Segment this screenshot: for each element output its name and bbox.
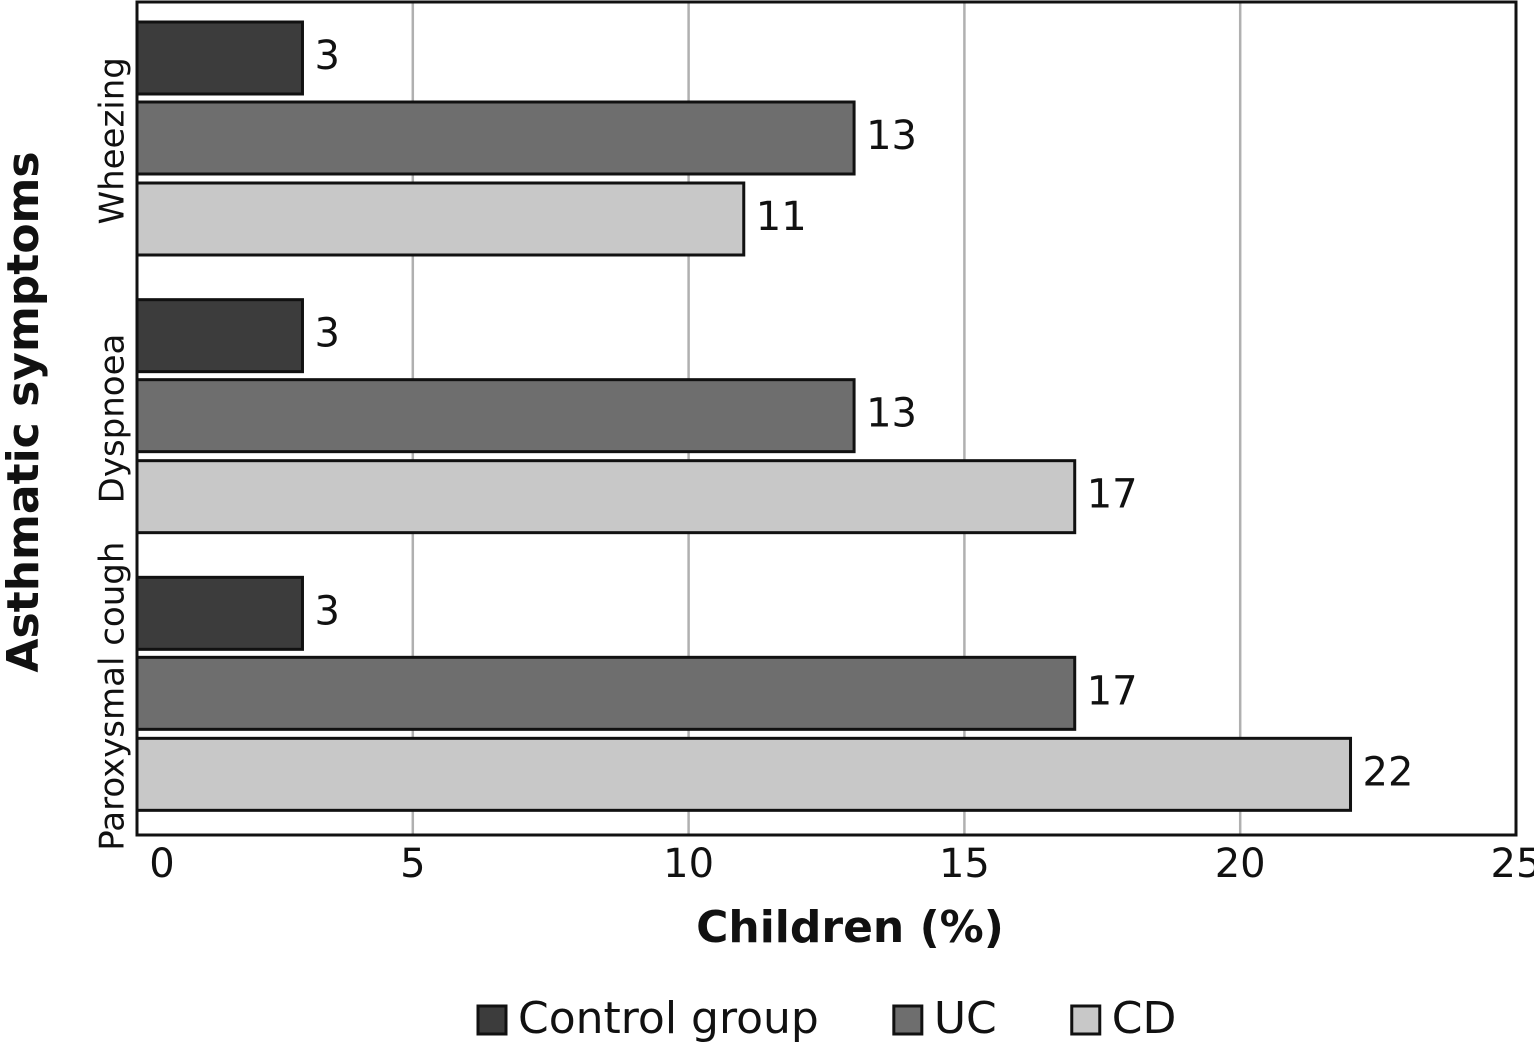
- legend-swatch: [476, 1004, 508, 1036]
- bar: [135, 100, 856, 176]
- x-tick-label: 5: [400, 841, 425, 887]
- legend-swatch: [892, 1004, 924, 1036]
- bar: [135, 298, 304, 374]
- data-label: 13: [866, 113, 917, 159]
- data-label: 17: [1087, 668, 1138, 714]
- data-label: 3: [314, 311, 339, 357]
- legend-swatch: [1070, 1004, 1102, 1036]
- legend-label: UC: [934, 993, 997, 1044]
- bar: [135, 378, 856, 454]
- bar: [135, 181, 746, 257]
- y-tick-label: Paroxysmal cough: [93, 542, 133, 851]
- bar: [135, 575, 304, 651]
- y-axis-title: Asthmatic symptoms: [0, 151, 49, 672]
- data-label: 11: [756, 194, 807, 240]
- data-label: 13: [866, 391, 917, 437]
- data-label: 22: [1363, 749, 1414, 795]
- data-label: 3: [314, 33, 339, 79]
- x-tick-label: 10: [663, 841, 714, 887]
- x-tick-label: 0: [149, 841, 174, 887]
- data-label: 17: [1087, 472, 1138, 518]
- y-tick-label: Wheezing: [93, 57, 133, 224]
- x-tick-label: 15: [939, 841, 990, 887]
- bar: [135, 459, 1077, 535]
- bar: [135, 655, 1077, 731]
- y-tick-label: Dyspnoea: [93, 334, 133, 504]
- x-axis-title: Children (%): [696, 902, 1004, 953]
- bar: [135, 20, 304, 96]
- bar: [135, 736, 1353, 812]
- data-label: 3: [314, 588, 339, 634]
- legend-label: CD: [1112, 993, 1177, 1044]
- x-tick-label: 25: [1491, 841, 1534, 887]
- legend-label: Control group: [518, 993, 819, 1044]
- x-tick-label: 20: [1215, 841, 1266, 887]
